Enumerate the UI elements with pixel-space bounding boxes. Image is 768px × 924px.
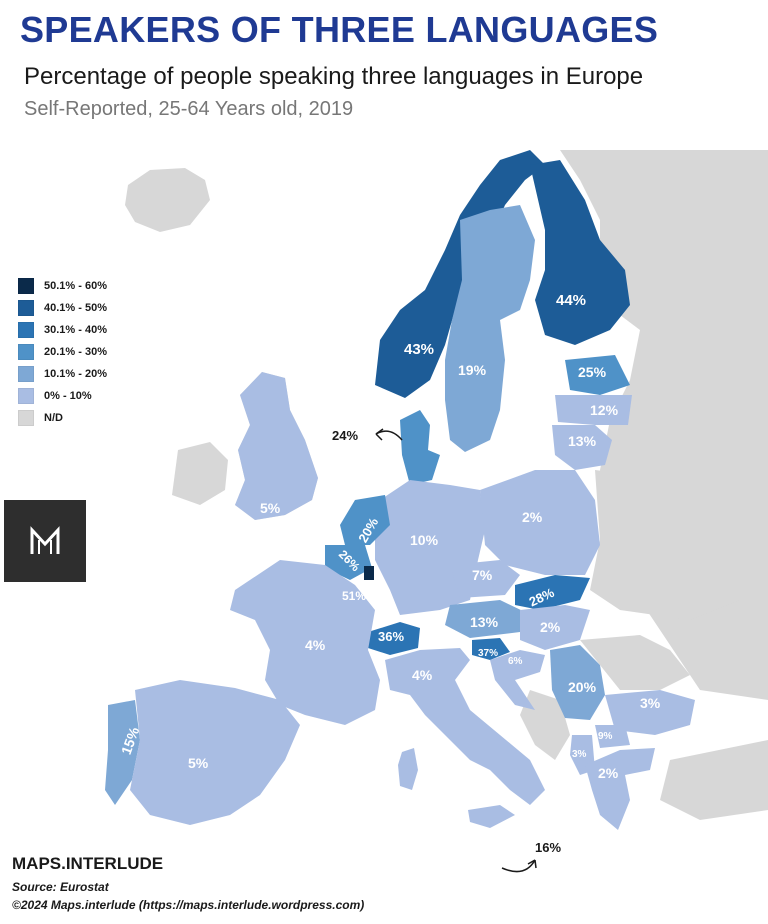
ireland-region[interactable] xyxy=(172,442,228,505)
denmark-arrowhead xyxy=(375,428,384,441)
label-poland: 2% xyxy=(522,509,543,525)
britain-region[interactable] xyxy=(235,372,318,520)
legend-label: 30.1% - 40% xyxy=(44,324,107,336)
turkey-nd xyxy=(660,740,768,820)
value-labels: 43% 44% 19% 25% 12% 13% 24% 5% 20% 26% 5… xyxy=(118,292,661,873)
label-switzerland: 36% xyxy=(378,629,404,644)
legend-swatch xyxy=(18,366,34,382)
north-macedonia-region[interactable] xyxy=(595,725,630,748)
poland-region[interactable] xyxy=(480,470,600,575)
europe-map: 43% 44% 19% 25% 12% 13% 24% 5% 20% 26% 5… xyxy=(105,150,768,873)
malta-arrowhead xyxy=(527,859,537,869)
label-norway: 43% xyxy=(404,341,434,358)
czechia-region[interactable] xyxy=(450,560,520,598)
legend-swatch xyxy=(18,278,34,294)
label-serbia: 20% xyxy=(568,679,597,695)
data-regions xyxy=(105,150,695,830)
spain-region[interactable] xyxy=(130,680,300,825)
label-slovenia: 37% xyxy=(478,648,498,659)
sicily-region[interactable] xyxy=(468,805,515,828)
finland-region[interactable] xyxy=(530,160,630,345)
brand-name: MAPS.INTERLUDE xyxy=(12,854,164,873)
france-region[interactable] xyxy=(230,560,380,725)
estonia-region[interactable] xyxy=(565,355,630,395)
malta-pointer-arrow xyxy=(501,859,536,873)
legend-label: 40.1% - 50% xyxy=(44,302,107,314)
legend-item: 40.1% - 50% xyxy=(18,299,107,317)
legend-label: 10.1% - 20% xyxy=(44,368,107,380)
label-sweden: 19% xyxy=(458,362,487,378)
lithuania-region[interactable] xyxy=(552,425,612,470)
brand-logo xyxy=(4,500,86,582)
label-finland: 44% xyxy=(556,292,586,309)
legend-item: N/D xyxy=(18,409,107,427)
latvia-region[interactable] xyxy=(555,395,632,425)
label-ireland: 5% xyxy=(260,500,281,516)
legend-item: 20.1% - 30% xyxy=(18,343,107,361)
slovenia-region[interactable] xyxy=(472,638,510,660)
monogram-m-icon xyxy=(30,526,60,554)
switzerland-region[interactable] xyxy=(368,622,420,655)
iceland-nd xyxy=(125,168,210,232)
legend-item: 0% - 10% xyxy=(18,387,107,405)
label-germany: 10% xyxy=(410,532,439,548)
legend-swatch xyxy=(18,388,34,404)
hungary-region[interactable] xyxy=(520,605,590,650)
copyright-note: ©2024 Maps.interlude (https://maps.inter… xyxy=(12,898,365,912)
legend-swatch xyxy=(18,410,34,426)
label-france: 4% xyxy=(305,637,326,653)
label-latvia: 12% xyxy=(590,402,619,418)
legend-label: 20.1% - 30% xyxy=(44,346,107,358)
luxembourg-region[interactable] xyxy=(364,566,374,580)
label-luxembourg: 51% xyxy=(342,589,366,603)
label-greece: 2% xyxy=(598,765,619,781)
croatia-region[interactable] xyxy=(490,650,545,710)
label-hungary: 2% xyxy=(540,619,561,635)
label-estonia: 25% xyxy=(578,364,607,380)
page-subtitle: Percentage of people speaking three lang… xyxy=(24,63,644,90)
bulgaria-region[interactable] xyxy=(605,690,695,735)
netherlands-region[interactable] xyxy=(340,495,390,545)
ukraine-nd xyxy=(590,470,740,620)
label-czechia: 7% xyxy=(472,567,493,583)
label-croatia: 6% xyxy=(508,656,523,667)
denmark-region[interactable] xyxy=(400,410,440,485)
label-north-macedonia: 9% xyxy=(598,731,613,742)
legend-label: N/D xyxy=(44,412,63,424)
belgium-region[interactable] xyxy=(325,545,372,580)
label-italy: 4% xyxy=(412,667,433,683)
legend-swatch xyxy=(18,344,34,360)
legend-item: 30.1% - 40% xyxy=(18,321,107,339)
legend-label: 0% - 10% xyxy=(44,390,92,402)
serbia-region[interactable] xyxy=(550,645,605,720)
label-malta: 16% xyxy=(535,840,561,855)
portugal-region[interactable] xyxy=(105,700,140,805)
source-note: Source: Eurostat xyxy=(12,880,109,894)
slovakia-region[interactable] xyxy=(515,575,590,610)
map-legend: 50.1% - 60% 40.1% - 50% 30.1% - 40% 20.1… xyxy=(18,277,107,431)
page-title: SPEAKERS OF THREE LANGUAGES xyxy=(20,9,659,50)
legend-item: 50.1% - 60% xyxy=(18,277,107,295)
legend-item: 10.1% - 20% xyxy=(18,365,107,383)
label-spain: 5% xyxy=(188,755,209,771)
austria-region[interactable] xyxy=(445,600,525,638)
greece-region[interactable] xyxy=(585,748,655,830)
legend-swatch xyxy=(18,300,34,316)
label-bulgaria: 3% xyxy=(640,695,661,711)
romania-region[interactable] xyxy=(580,635,690,690)
label-lithuania: 13% xyxy=(568,433,597,449)
norway-region[interactable] xyxy=(375,150,545,398)
legend-label: 50.1% - 60% xyxy=(44,280,107,292)
sweden-region[interactable] xyxy=(445,205,535,452)
sardinia-region[interactable] xyxy=(398,748,418,790)
label-austria: 13% xyxy=(470,614,499,630)
italy-region[interactable] xyxy=(385,648,545,805)
label-albania: 3% xyxy=(572,749,587,760)
legend-swatch xyxy=(18,322,34,338)
label-denmark: 24% xyxy=(332,428,358,443)
page-subtitle-secondary: Self-Reported, 25-64 Years old, 2019 xyxy=(24,98,354,120)
